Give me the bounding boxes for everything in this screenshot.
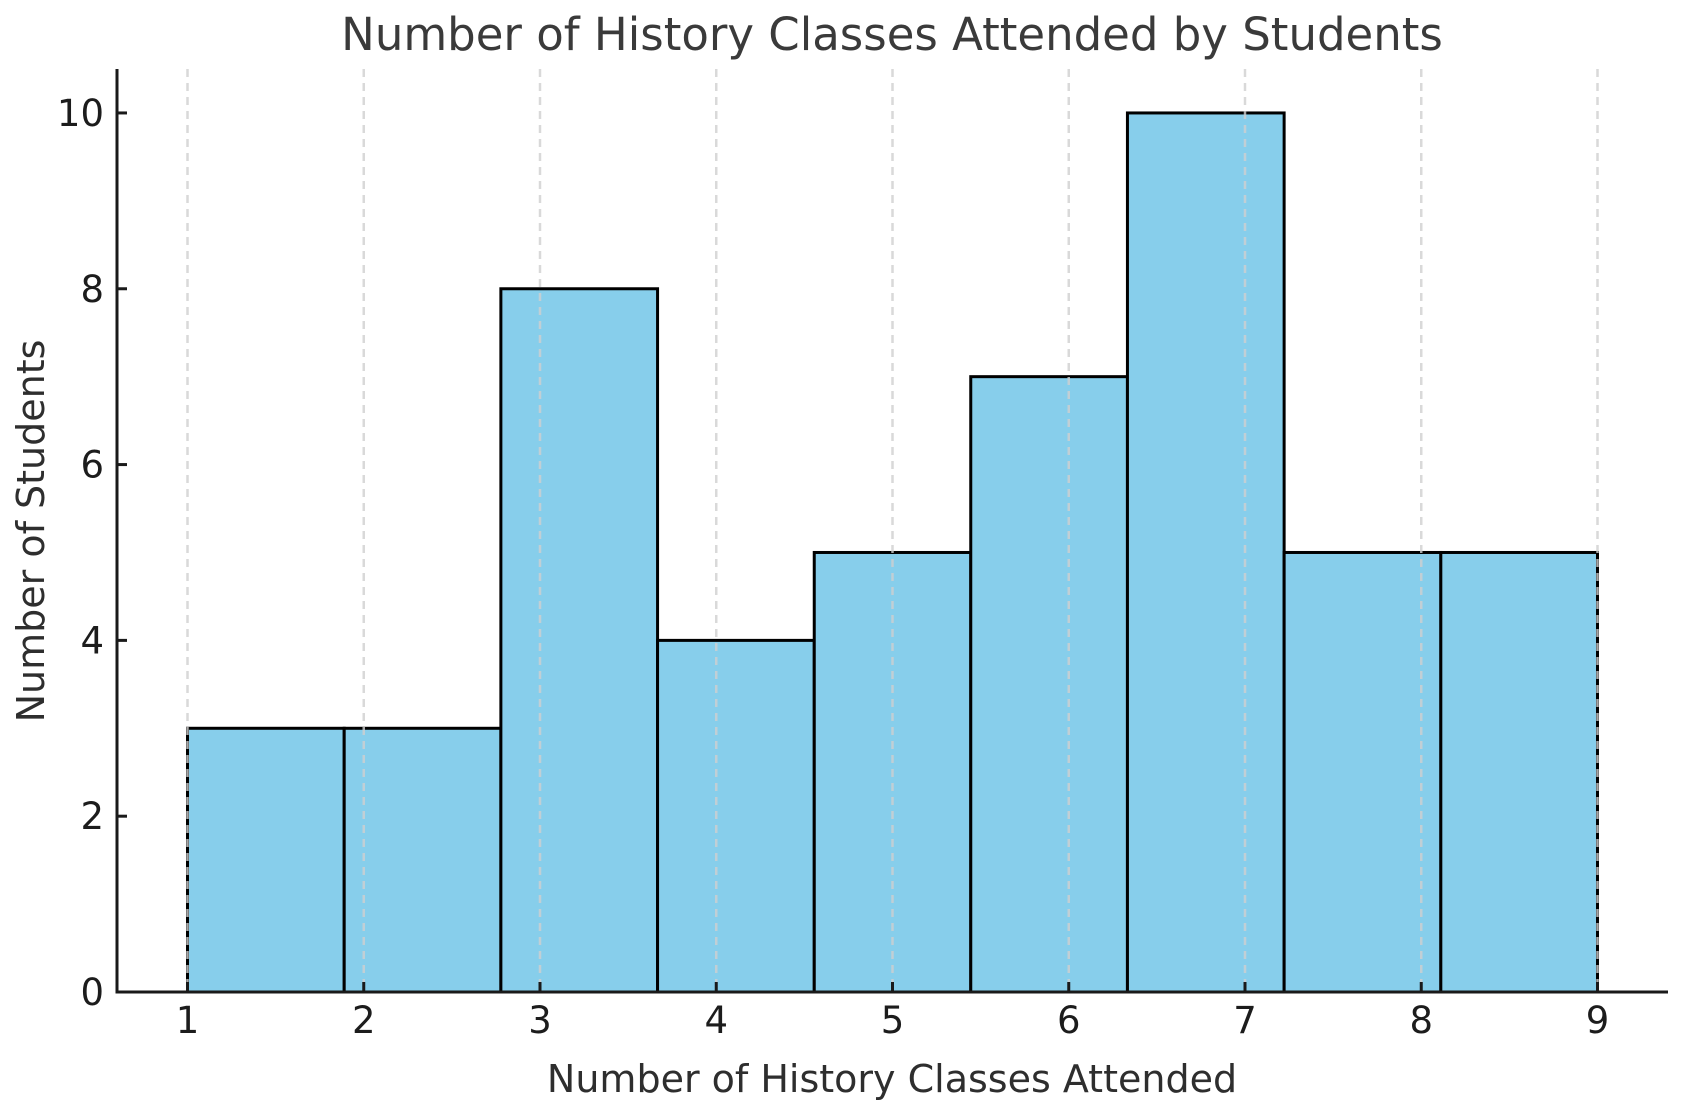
y-tick-label: 8 [80, 268, 104, 311]
y-tick-label: 4 [80, 619, 104, 662]
y-tick-label: 6 [80, 444, 104, 487]
x-tick-label: 4 [704, 999, 728, 1042]
x-tick-label: 1 [176, 999, 200, 1042]
histogram-bar [499, 287, 660, 994]
x-tick-label: 7 [1233, 999, 1257, 1042]
histogram-bar [1439, 550, 1599, 994]
y-tick-label: 2 [80, 795, 104, 838]
x-axis-label: Number of History Classes Attended [547, 1057, 1237, 1101]
axes-layer [115, 69, 1668, 994]
x-tick-label: 3 [528, 999, 552, 1042]
y-tick-label: 0 [80, 971, 104, 1014]
x-tick-label: 9 [1586, 999, 1610, 1042]
x-tick-label: 5 [881, 999, 905, 1042]
y-axis-label: Number of Students [9, 340, 53, 723]
histogram-bar [186, 726, 346, 994]
bars-layer [186, 111, 1599, 994]
x-tick-label: 6 [1057, 999, 1081, 1042]
histogram-bar [342, 726, 503, 994]
histogram-bar [656, 638, 816, 994]
histogram-bar [969, 375, 1129, 994]
tick-labels-layer: 1 2 3 4 5 6 7 8 9 0 2 4 6 8 10 [57, 92, 1609, 1042]
histogram-bar [1282, 550, 1443, 994]
histogram-bar [1125, 111, 1286, 994]
x-tick-label: 2 [352, 999, 376, 1042]
y-tick-label: 10 [57, 92, 104, 135]
chart-title: Number of History Classes Attended by St… [341, 8, 1443, 61]
x-tick-label: 8 [1409, 999, 1433, 1042]
